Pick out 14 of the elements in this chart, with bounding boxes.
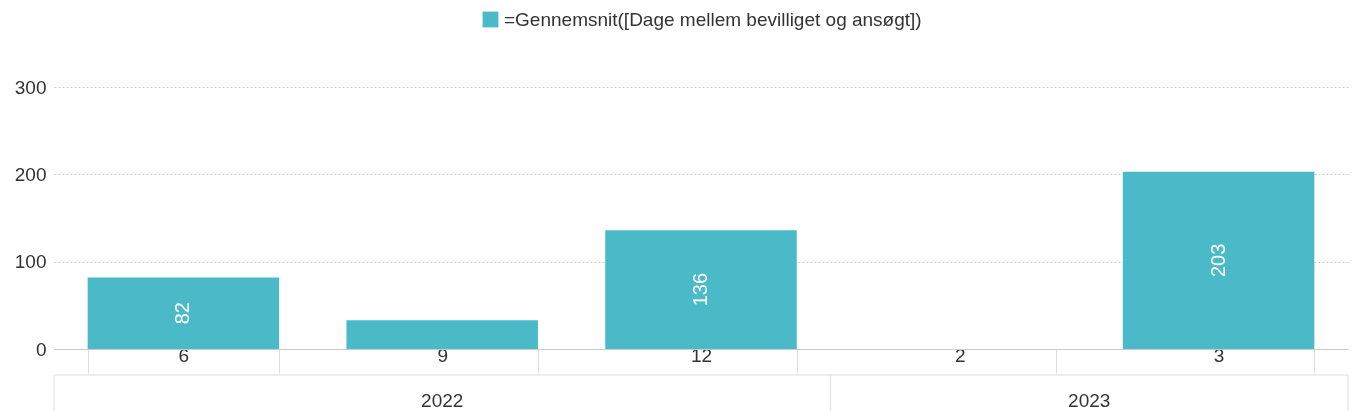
y-tick-label: 300 (14, 76, 47, 98)
text: 2022 (421, 390, 464, 411)
y-tick-label: 200 (14, 163, 47, 185)
legend-label: =Gennemsnit([Dage mellem bevilliget og ansøgt]) (504, 8, 922, 30)
y-tick-label: 100 (14, 251, 47, 273)
bar (1122, 171, 1315, 349)
data-label: 136 (689, 272, 711, 307)
text: 2023 (1068, 390, 1111, 411)
bar (346, 320, 538, 349)
y-tick-label: 0 (35, 338, 47, 360)
data-label: 82 (171, 302, 194, 325)
bar (605, 230, 797, 349)
bar (87, 277, 280, 349)
data-label: 203 (1206, 243, 1229, 278)
